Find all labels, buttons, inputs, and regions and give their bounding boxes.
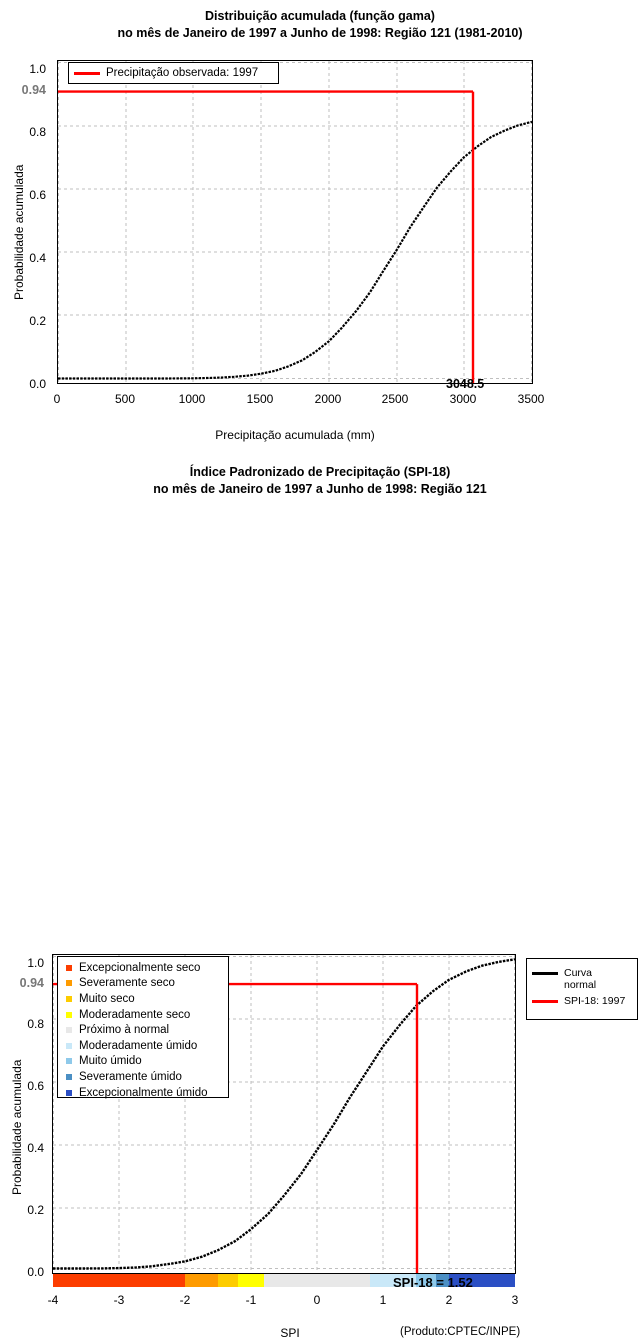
top-ytick-0.8: 0.8 (29, 125, 46, 139)
legend-label: Muito úmido (79, 1055, 142, 1068)
spi-value-label: SPI-18 = 1.52 (393, 1275, 473, 1290)
top-xtick-2500: 2500 (381, 392, 409, 406)
bottom-xtick-0: 0 (313, 1293, 321, 1307)
legend-label: Moderadamente seco (79, 1008, 191, 1021)
swatch-moderadamente-seco (66, 1011, 72, 1018)
top-legend-line-swatch (74, 71, 100, 75)
legend-item-moderadamente-seco[interactable]: Moderadamente seco (58, 1007, 228, 1023)
spi-observado-line-swatch (532, 999, 558, 1003)
bottom-chart-title-line2: no mês de Janeiro de 1997 a Junho de 199… (153, 482, 487, 496)
legend-label: Excepcionalmente úmido (79, 1086, 208, 1099)
top-legend-label: Precipitação observada: 1997 (106, 67, 259, 79)
legend-item-excepcionalmente-umido[interactable]: Excepcionalmente úmido (58, 1085, 228, 1101)
bottom-ytick-1.0: 1.0 (27, 956, 44, 970)
top-chart-title-line2: no mês de Janeiro de 1997 a Junho de 199… (117, 26, 523, 40)
top-annotation-value: 3048.5 (446, 377, 485, 391)
top-xtick-3000: 3000 (449, 392, 477, 406)
legend-item-moderadamente-umido[interactable]: Moderadamente úmido (58, 1038, 228, 1054)
top-plot-svg (58, 61, 532, 383)
cbar-seg-moderadamente-seco (238, 1274, 264, 1287)
curva-normal-label2: normal (564, 979, 597, 991)
legend-label: Próximo à normal (79, 1024, 170, 1037)
spi-observado-label: SPI-18: 1997 (564, 995, 626, 1007)
bottom-xtick-3: 3 (511, 1293, 519, 1307)
top-xtick-500: 500 (114, 392, 136, 406)
swatch-moderadamente-umido (66, 1042, 72, 1049)
bottom-xtick--2: -2 (179, 1293, 191, 1307)
cbar-seg-muito-seco (218, 1274, 238, 1287)
spi-class-legend[interactable]: Excepcionalmente seco Severamente seco M… (57, 956, 229, 1101)
swatch-severamente-umido (66, 1073, 72, 1080)
swatch-excepcionalmente-seco (66, 964, 72, 971)
legend-item-muito-seco[interactable]: Muito seco (58, 991, 228, 1007)
bottom-ytick-0.0: 0.0 (27, 1265, 44, 1279)
legend-item-severamente-seco[interactable]: Severamente seco (58, 976, 228, 992)
top-chart-panel: Distribuição acumulada (função gama) no … (0, 0, 640, 450)
legend-label: Severamente úmido (79, 1070, 182, 1083)
top-ytick-highlight: 0.94 (21, 83, 46, 97)
cbar-seg-excepcionalmente-seco (53, 1274, 185, 1287)
top-chart-title-line1: Distribuição acumulada (função gama) (205, 9, 435, 23)
swatch-muito-seco (66, 995, 72, 1002)
top-gridlines (58, 61, 532, 383)
top-xaxis-label: Precipitação acumulada (mm) (215, 428, 375, 442)
bottom-xaxis-label: SPI (280, 1326, 300, 1340)
legend-label: Excepcionalmente seco (79, 961, 201, 974)
bottom-xtick-2: 2 (445, 1293, 453, 1307)
legend-label: Severamente seco (79, 977, 175, 990)
curva-normal-label: Curva (564, 967, 593, 979)
legend-item-proximo-a-normal[interactable]: Próximo à normal (58, 1022, 228, 1038)
producer-credit: (Produto:CPTEC/INPE) (400, 1326, 521, 1338)
top-cdf-curve (58, 120, 532, 380)
swatch-proximo-a-normal (66, 1027, 72, 1034)
bottom-xtick--4: -4 (47, 1293, 59, 1307)
top-legend[interactable]: Precipitação observada: 1997 (68, 62, 279, 84)
bottom-chart-title-line1: Índice Padronizado de Precipitação (SPI-… (189, 465, 451, 479)
bottom-ytick-0.2: 0.2 (27, 1203, 44, 1217)
top-xtick-1500: 1500 (246, 392, 274, 406)
top-yaxis-label: Probabilidade acumulada (12, 164, 26, 300)
bottom-xtick-1: 1 (379, 1293, 387, 1307)
cbar-seg-proximo-a-normal (264, 1274, 370, 1287)
bottom-ytick-highlight: 0.94 (19, 976, 44, 990)
legend-label: Muito seco (79, 992, 135, 1005)
top-ytick-0.6: 0.6 (29, 188, 46, 202)
top-xtick-2000: 2000 (314, 392, 342, 406)
top-plot-frame (57, 60, 533, 384)
swatch-severamente-seco (66, 980, 72, 987)
top-ytick-0.4: 0.4 (29, 251, 46, 265)
top-xtick-1000: 1000 (178, 392, 206, 406)
legend-label: Moderadamente úmido (79, 1039, 198, 1052)
legend-item-muito-umido[interactable]: Muito úmido (58, 1054, 228, 1070)
bottom-chart-panel: Índice Padronizado de Precipitação (SPI-… (0, 450, 640, 1340)
top-xtick-0: 0 (53, 392, 61, 406)
swatch-excepcionalmente-umido (66, 1089, 72, 1096)
bottom-xtick--3: -3 (113, 1293, 125, 1307)
curve-legend[interactable]: Curva normal SPI-18: 1997 (526, 958, 638, 1020)
bottom-ytick-0.8: 0.8 (27, 1017, 44, 1031)
bottom-xtick--1: -1 (245, 1293, 257, 1307)
top-xtick-3500: 3500 (517, 392, 545, 406)
swatch-muito-umido (66, 1058, 72, 1065)
curva-normal-line-swatch (532, 972, 558, 975)
legend-item-excepcionalmente-seco[interactable]: Excepcionalmente seco (58, 960, 228, 976)
legend-item-severamente-umido[interactable]: Severamente úmido (58, 1069, 228, 1085)
bottom-yaxis-label: Probabilidade acumulada (10, 1059, 24, 1195)
top-ytick-0.0: 0.0 (29, 377, 46, 391)
top-ytick-0.2: 0.2 (29, 314, 46, 328)
top-ytick-1.0: 1.0 (29, 62, 46, 76)
cbar-seg-severamente-seco (185, 1274, 218, 1287)
